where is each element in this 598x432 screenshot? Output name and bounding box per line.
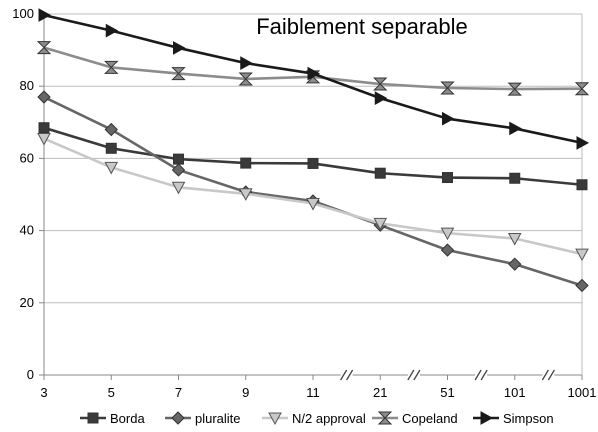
axis-break-slash: [407, 369, 415, 381]
data-point-n-2-approval-51: [440, 227, 455, 241]
data-point-simpson-5: [105, 23, 119, 38]
axis-break-mark: [407, 369, 421, 381]
x-tick-label-5: 5: [108, 385, 115, 400]
data-point-n-2-approval-11: [306, 198, 320, 211]
data-point-simpson-11: [307, 66, 321, 81]
data-point-pluralite-51: [440, 243, 455, 257]
data-point-borda-9: [240, 157, 252, 169]
data-point-simpson-9: [240, 56, 253, 70]
y-tick-label-0: 0: [27, 367, 34, 382]
data-point-borda-3: [38, 122, 50, 134]
legend-swatch-marker: [377, 411, 393, 425]
legend: Borda pluralite N/2 approval Copeland Simpso…: [80, 411, 554, 426]
data-point-n-2-approval-7: [171, 181, 186, 195]
data-point-copeland-21: [373, 77, 388, 91]
data-point-pluralite-5: [104, 122, 118, 137]
axis-breaks: [340, 369, 555, 381]
legend-swatch-marker: [268, 412, 282, 426]
legend-item-borda: Borda: [80, 411, 145, 426]
data-point-borda-5: [105, 142, 117, 154]
data-point-copeland-5: [104, 60, 119, 74]
legend-label-simpson: Simpson: [503, 411, 554, 426]
legend-label-pluralite: pluralite: [195, 411, 241, 426]
legend-label-n-2-approval: N/2 approval: [292, 411, 366, 426]
data-point-borda-51: [442, 172, 453, 184]
series-pluralite: [37, 90, 589, 293]
axis-break-slash: [346, 369, 354, 381]
legend-item-pluralite: pluralite: [165, 411, 241, 426]
axis-break-slash: [474, 369, 482, 381]
axis-break-mark: [340, 369, 354, 381]
axis-break-gap: [475, 369, 488, 381]
y-tick-label-20: 20: [20, 295, 34, 310]
data-point-simpson-21: [374, 91, 388, 105]
data-point-n-2-approval-21: [373, 217, 388, 231]
series-n-2-approval: [37, 133, 589, 262]
axis-break-slash: [480, 369, 488, 381]
x-tick-label-9: 9: [242, 385, 249, 400]
axis-break-slash: [413, 369, 421, 381]
y-tick-labels: 0 20 40 60 80 100: [12, 6, 34, 382]
legend-swatch-marker: [87, 412, 99, 424]
y-tick-label-60: 60: [20, 150, 34, 165]
legend-swatch-marker: [171, 411, 185, 425]
series-copeland: [36, 41, 590, 96]
legend-label-copeland: Copeland: [402, 411, 458, 426]
data-point-pluralite-1001: [575, 278, 589, 293]
data-point-pluralite-101: [508, 257, 522, 271]
data-point-copeland-7: [171, 67, 186, 81]
data-point-copeland-1001: [574, 82, 590, 96]
axis-break-slash: [541, 369, 549, 381]
data-point-copeland-9: [238, 72, 253, 86]
legend-swatch-marker: [480, 411, 494, 425]
data-point-n-2-approval-9: [238, 188, 253, 201]
axis-break-gap: [407, 369, 420, 381]
data-point-simpson-51: [442, 111, 455, 126]
data-point-borda-21: [374, 167, 386, 179]
x-tick-label-3: 3: [40, 385, 47, 400]
data-point-borda-11: [307, 157, 319, 169]
y-tick-label-80: 80: [20, 78, 34, 93]
data-point-simpson-7: [173, 41, 186, 55]
data-point-simpson-1001: [576, 136, 590, 150]
series-borda: [38, 122, 588, 191]
data-point-pluralite-3: [37, 90, 51, 104]
x-tick-label-101: 101: [504, 385, 526, 400]
axis-break-gap: [542, 369, 555, 381]
data-point-pluralite-7: [171, 163, 186, 177]
data-point-simpson-101: [509, 121, 522, 136]
legend-label-borda: Borda: [110, 411, 145, 426]
legend-item-copeland: Copeland: [372, 411, 458, 426]
y-tick-label-40: 40: [20, 223, 34, 238]
data-point-borda-7: [173, 153, 184, 165]
data-point-n-2-approval-101: [507, 233, 522, 246]
series-lines: [36, 8, 590, 293]
x-tick-labels: 3 5 7 9 11 21 51 101 1001: [40, 375, 596, 400]
legend-item-n-2-approval: N/2 approval: [262, 411, 366, 426]
data-point-n-2-approval-1001: [575, 248, 589, 262]
data-point-copeland-3: [36, 41, 52, 55]
y-tick-label-100: 100: [12, 6, 34, 21]
data-point-copeland-51: [440, 81, 455, 95]
series-simpson: [38, 8, 590, 150]
chart-title: Faiblement separable: [256, 14, 468, 39]
x-tick-label-21: 21: [373, 385, 387, 400]
x-tick-label-7: 7: [175, 385, 182, 400]
axis-break-mark: [474, 369, 488, 381]
x-tick-label-1001: 1001: [568, 385, 597, 400]
data-point-n-2-approval-5: [104, 161, 119, 175]
axis-break-gap: [340, 369, 353, 381]
axis-break-slash: [547, 369, 555, 381]
x-tick-label-51: 51: [440, 385, 454, 400]
x-tick-label-11: 11: [306, 385, 320, 400]
data-point-borda-1001: [576, 179, 588, 191]
data-point-simpson-3: [38, 8, 52, 22]
data-point-copeland-101: [507, 82, 522, 96]
axis-break-slash: [340, 369, 348, 381]
axis-break-mark: [541, 369, 555, 381]
data-point-n-2-approval-3: [37, 133, 51, 146]
data-point-borda-101: [509, 172, 521, 184]
legend-item-simpson: Simpson: [473, 411, 554, 426]
